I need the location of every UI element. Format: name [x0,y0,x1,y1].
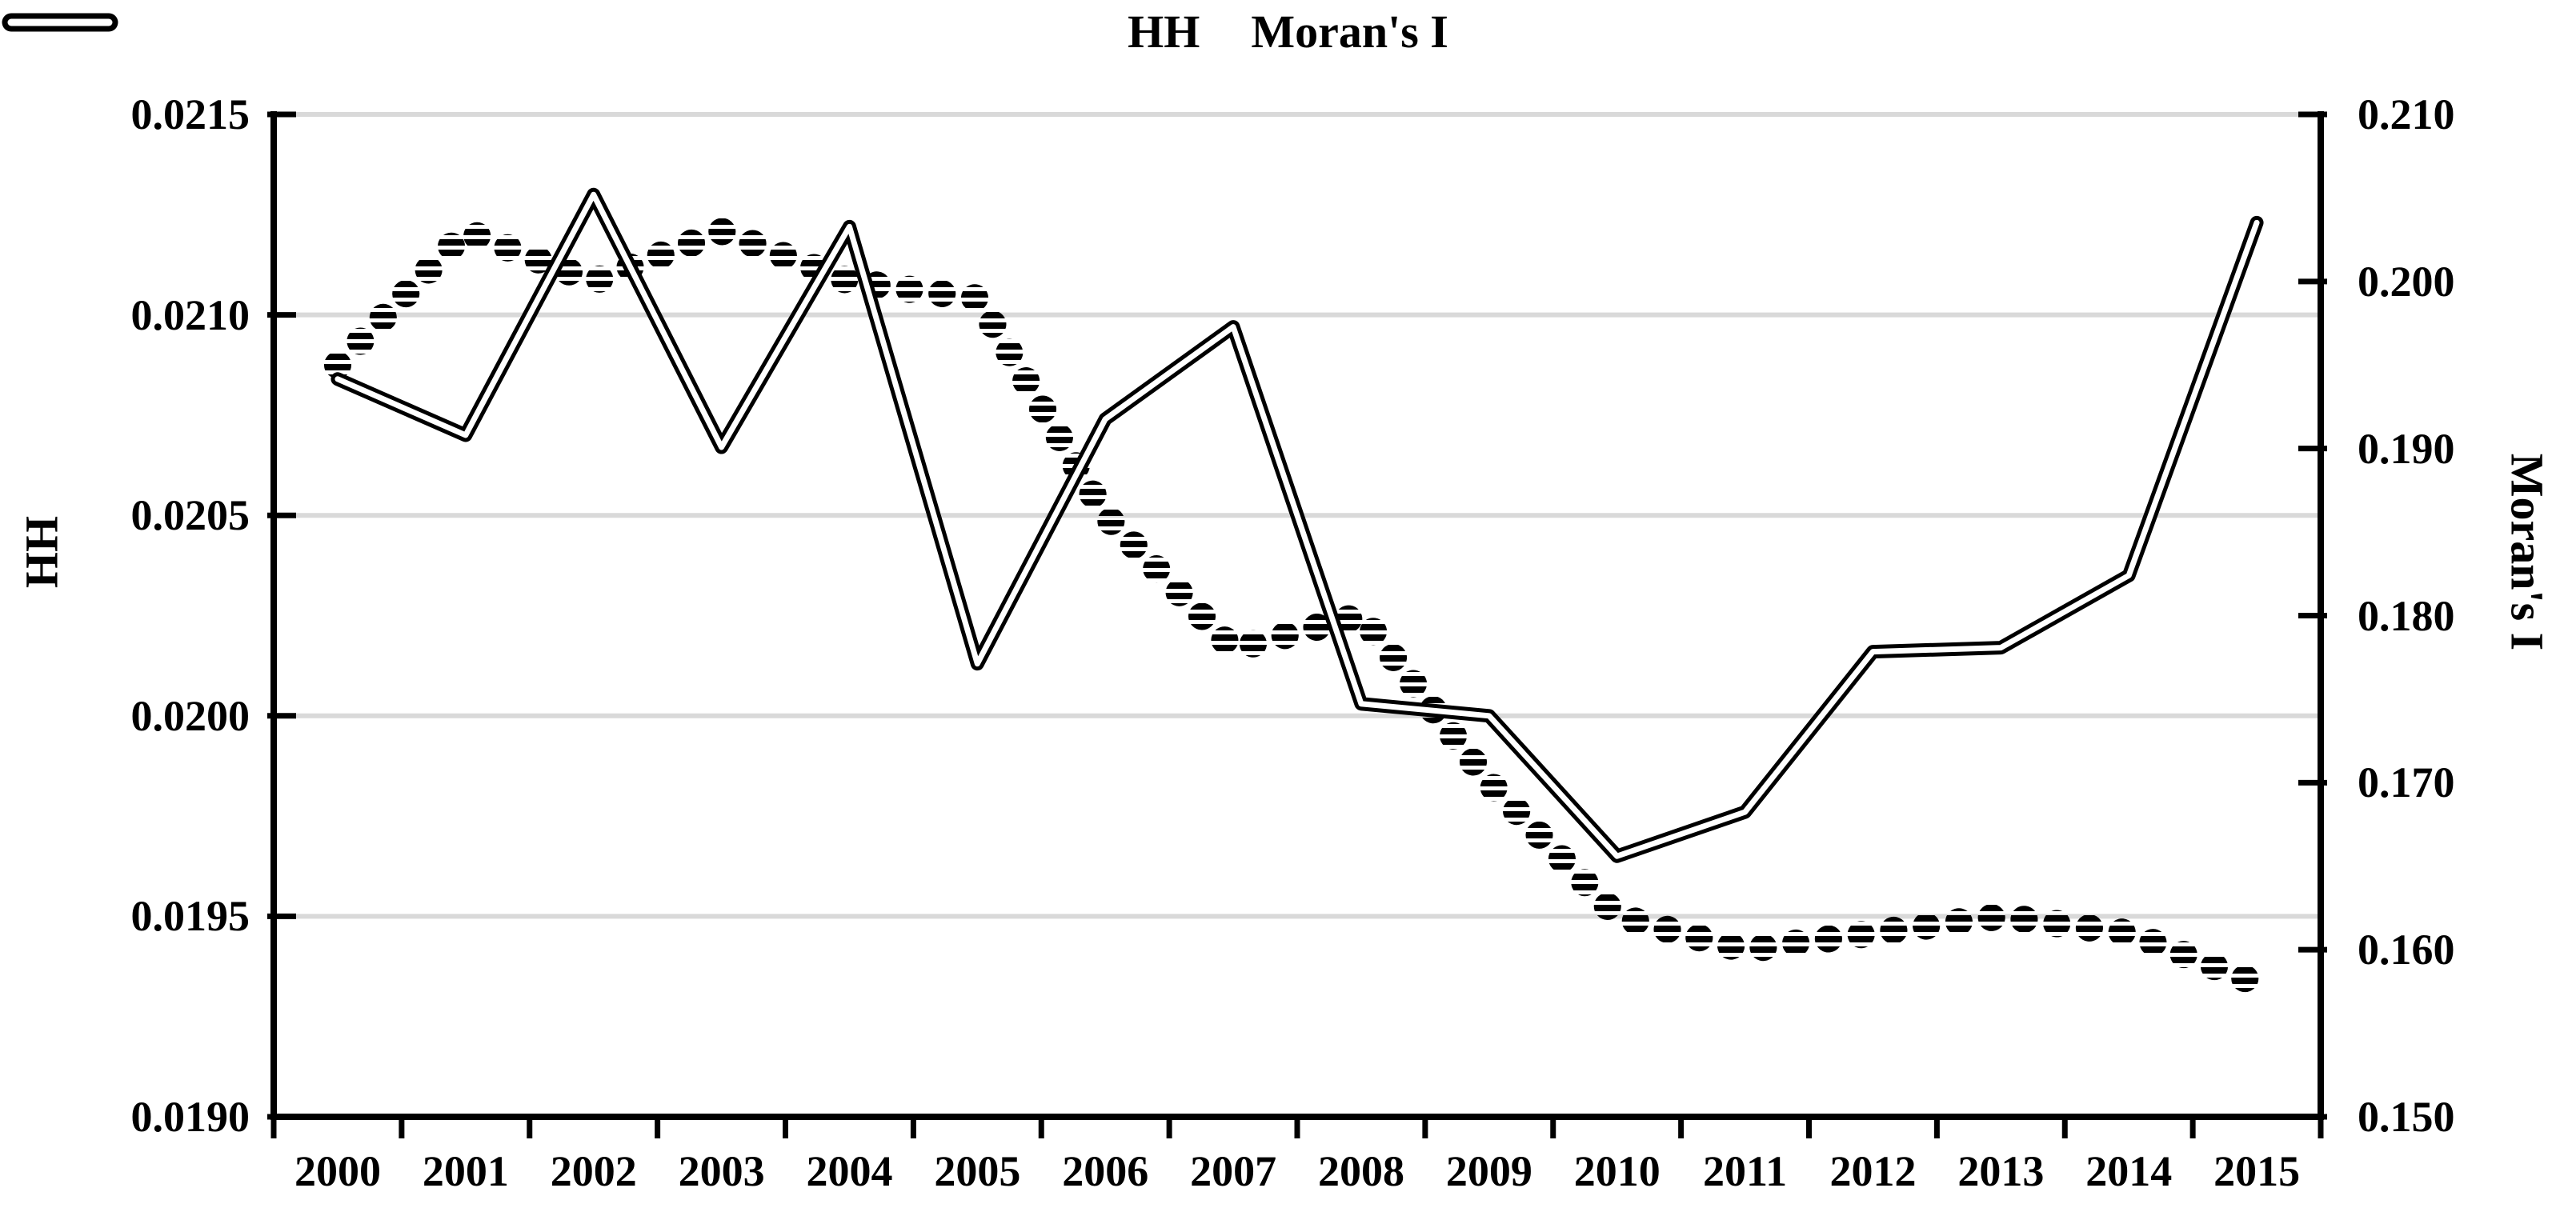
y-left-tick-label: 0.0205 [130,491,250,540]
x-tick-label: 2013 [1957,1147,2045,1195]
y-right-tick-label: 0.190 [2358,424,2455,473]
x-tick-label: 2014 [2085,1147,2173,1195]
x-tick-label: 2003 [678,1147,765,1195]
legend: HH Moran's I [0,5,2576,58]
x-tick-label: 2015 [2213,1147,2301,1195]
legend-item-moran: Moran's I [2,5,1448,58]
x-tick-label: 2011 [1703,1147,1788,1195]
x-tick-label: 2001 [422,1147,509,1195]
x-tick-label: 2000 [294,1147,381,1195]
x-tick-label: 2006 [1062,1147,1149,1195]
x-tick-label: 2009 [1445,1147,1532,1195]
hh-series-line-outer [331,187,2264,863]
y-left-tick-label: 0.0200 [130,691,250,740]
y-left-tick-label: 0.0215 [130,90,250,138]
x-tick-label: 2012 [1829,1147,1917,1195]
x-tick-label: 2008 [1317,1147,1404,1195]
legend-label-moran: Moran's I [1251,6,1448,58]
legend-item-hh: HH [2,5,1200,58]
x-tick-label: 2004 [806,1147,893,1195]
y-right-tick-label: 0.150 [2358,1093,2455,1141]
y-right-tick-label: 0.180 [2358,591,2455,640]
y-left-tick-label: 0.0210 [130,290,250,339]
moran-dotted-sample-icon [2,12,137,33]
x-tick-label: 2007 [1190,1147,1277,1195]
y-right-tick-label: 0.210 [2358,90,2455,138]
y-left-tick-label: 0.0195 [130,892,250,941]
moran-series-dotted-line [323,215,2271,997]
y-right-tick-label: 0.200 [2358,257,2455,306]
x-tick-label: 2005 [934,1147,1021,1195]
y-right-tick-label: 0.160 [2358,926,2455,974]
y-right-tick-label: 0.170 [2358,758,2455,807]
x-tick-label: 2002 [550,1147,637,1195]
x-tick-label: 2010 [1573,1147,1661,1195]
axis-lines [270,111,2324,1120]
hh-series-line-inner [335,191,2260,859]
legend-label-hh: HH [1128,6,1200,58]
y-left-tick-label: 0.0190 [130,1093,250,1141]
